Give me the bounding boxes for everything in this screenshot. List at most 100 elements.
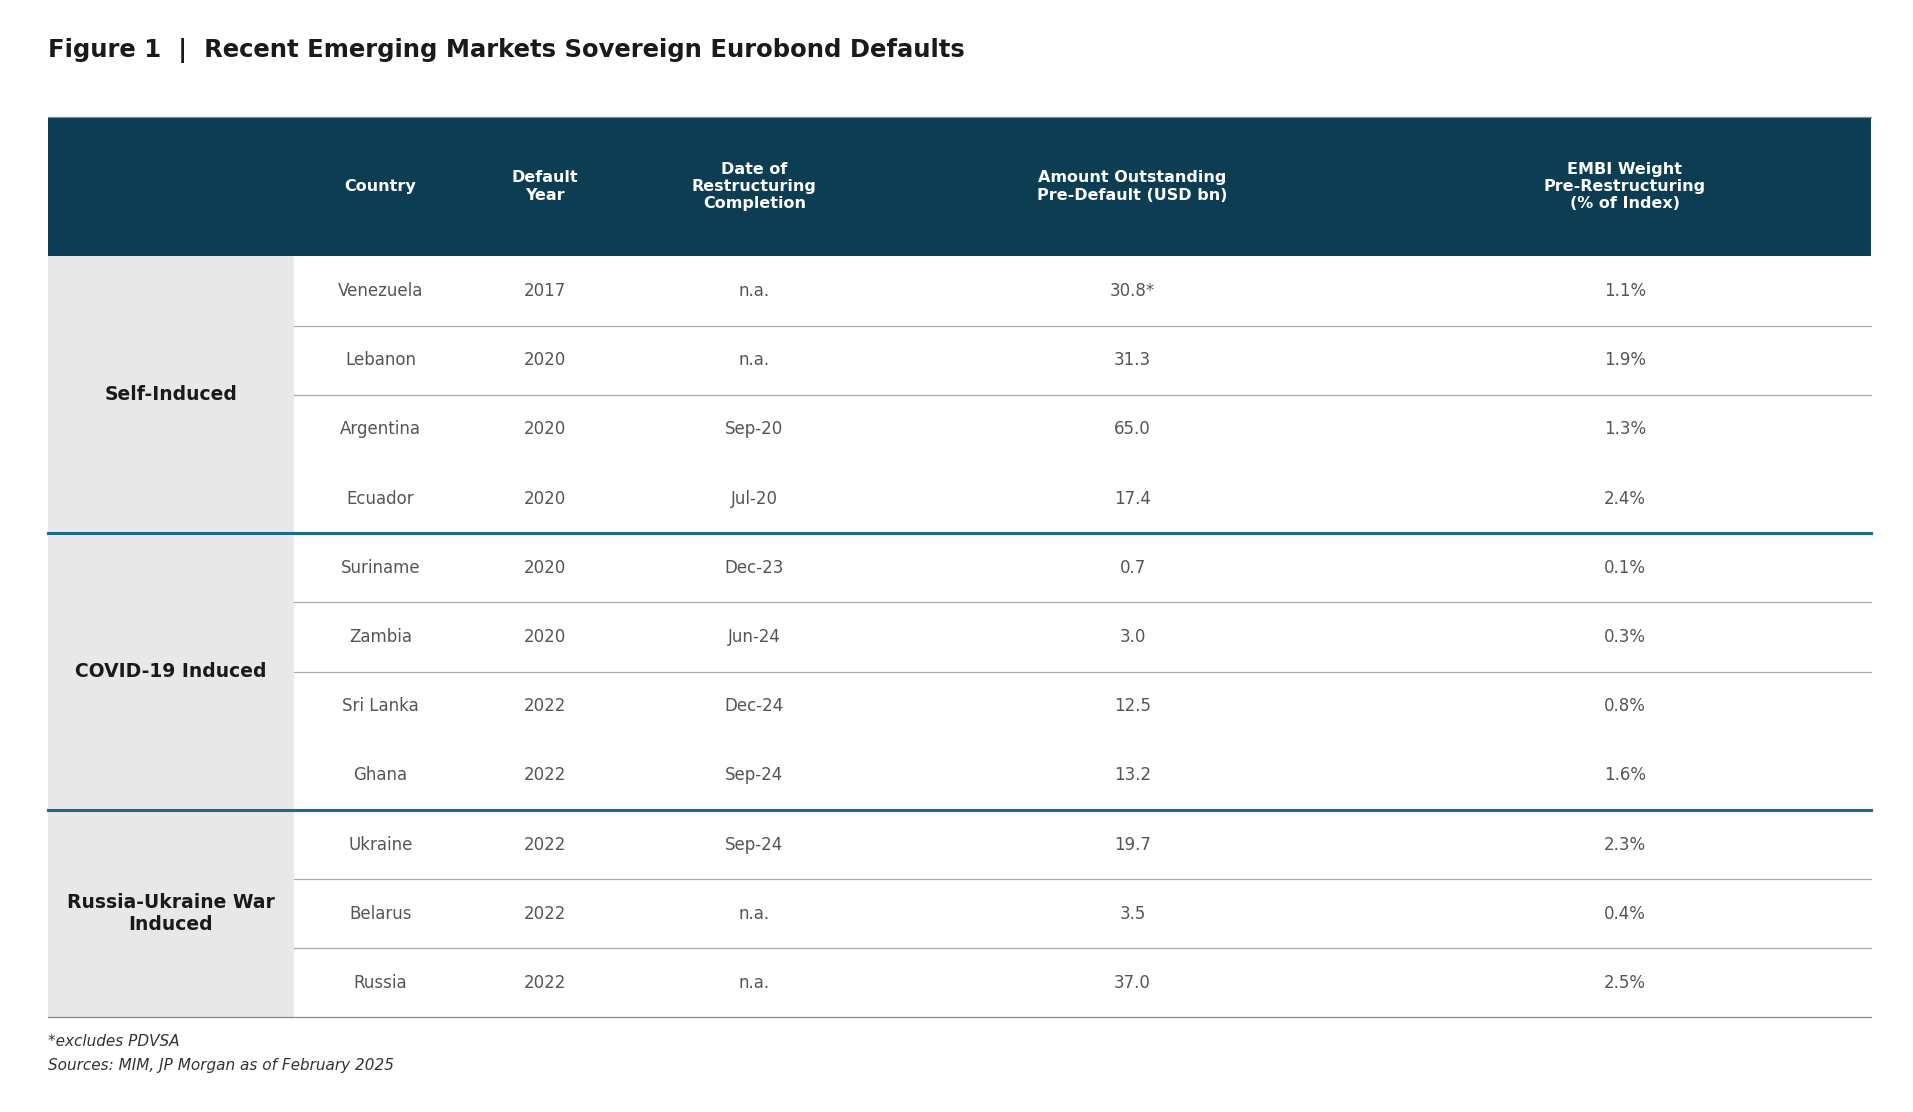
- Bar: [886, 464, 1379, 533]
- Bar: [48, 880, 295, 949]
- Bar: [467, 603, 622, 672]
- Text: Venezuela: Venezuela: [339, 282, 423, 300]
- Text: 2020: 2020: [524, 351, 566, 369]
- Text: 0.4%: 0.4%: [1603, 905, 1645, 923]
- Text: 1.6%: 1.6%: [1603, 766, 1645, 784]
- Bar: [622, 672, 886, 741]
- Bar: [295, 326, 467, 395]
- Text: 2.3%: 2.3%: [1603, 835, 1645, 854]
- Text: 2017: 2017: [524, 282, 566, 300]
- Bar: [295, 949, 467, 1017]
- Text: 1.3%: 1.3%: [1603, 420, 1645, 438]
- Text: 2022: 2022: [524, 905, 566, 923]
- Bar: [467, 672, 622, 741]
- Text: 2022: 2022: [524, 835, 566, 854]
- Bar: [295, 533, 467, 603]
- Text: Dec-23: Dec-23: [725, 558, 784, 577]
- Text: Sep-20: Sep-20: [725, 420, 784, 438]
- Text: n.a.: n.a.: [738, 351, 769, 369]
- Text: Belarus: Belarus: [350, 905, 411, 923]
- Bar: [467, 257, 622, 326]
- Text: n.a.: n.a.: [738, 905, 769, 923]
- Bar: [622, 326, 886, 395]
- Bar: [1379, 533, 1871, 603]
- Text: 31.3: 31.3: [1113, 351, 1152, 369]
- Bar: [1379, 672, 1871, 741]
- Bar: [622, 949, 886, 1017]
- Text: Zambia: Zambia: [348, 628, 411, 646]
- Bar: [48, 672, 295, 741]
- Text: 2022: 2022: [524, 974, 566, 992]
- Text: 3.0: 3.0: [1119, 628, 1146, 646]
- Bar: [295, 395, 467, 464]
- Bar: [886, 672, 1379, 741]
- Text: n.a.: n.a.: [738, 282, 769, 300]
- Bar: [1379, 326, 1871, 395]
- Bar: [886, 603, 1379, 672]
- Text: 1.1%: 1.1%: [1603, 282, 1645, 300]
- Text: 2.5%: 2.5%: [1603, 974, 1645, 992]
- Bar: [295, 603, 467, 672]
- Bar: [622, 810, 886, 880]
- Bar: [622, 741, 886, 810]
- Bar: [1379, 949, 1871, 1017]
- Bar: [48, 257, 295, 326]
- Bar: [467, 395, 622, 464]
- Text: Jul-20: Jul-20: [731, 489, 779, 507]
- Bar: [886, 949, 1379, 1017]
- Bar: [886, 533, 1379, 603]
- Text: 2020: 2020: [524, 628, 566, 646]
- Bar: [886, 326, 1379, 395]
- Bar: [622, 603, 886, 672]
- Bar: [886, 880, 1379, 949]
- Bar: [48, 949, 295, 1017]
- Text: 2020: 2020: [524, 420, 566, 438]
- Text: Default
Year: Default Year: [511, 170, 578, 202]
- Text: Jun-24: Jun-24: [727, 628, 781, 646]
- Bar: [622, 464, 886, 533]
- Text: 3.5: 3.5: [1119, 905, 1146, 923]
- Bar: [1379, 741, 1871, 810]
- Bar: [1379, 810, 1871, 880]
- Text: 0.8%: 0.8%: [1603, 697, 1645, 715]
- Bar: [622, 533, 886, 603]
- Bar: [1379, 464, 1871, 533]
- Bar: [886, 741, 1379, 810]
- Bar: [886, 810, 1379, 880]
- Bar: [48, 810, 295, 880]
- Text: Dec-24: Dec-24: [725, 697, 784, 715]
- Text: 0.3%: 0.3%: [1603, 628, 1645, 646]
- Bar: [48, 533, 295, 603]
- Text: 17.4: 17.4: [1113, 489, 1152, 507]
- Text: 65.0: 65.0: [1113, 420, 1152, 438]
- Bar: [467, 949, 622, 1017]
- Text: 37.0: 37.0: [1113, 974, 1152, 992]
- Text: 2020: 2020: [524, 558, 566, 577]
- Bar: [295, 741, 467, 810]
- Bar: [48, 395, 295, 464]
- Text: Ukraine: Ukraine: [348, 835, 413, 854]
- Text: n.a.: n.a.: [738, 974, 769, 992]
- Text: Lebanon: Lebanon: [344, 351, 415, 369]
- Text: Suriname: Suriname: [341, 558, 421, 577]
- Bar: [467, 741, 622, 810]
- Bar: [886, 257, 1379, 326]
- Text: Self-Induced: Self-Induced: [105, 385, 237, 405]
- Text: Amount Outstanding
Pre-Default (USD bn): Amount Outstanding Pre-Default (USD bn): [1037, 170, 1228, 202]
- Bar: [48, 464, 295, 533]
- Bar: [467, 117, 622, 257]
- Bar: [295, 117, 467, 257]
- Bar: [467, 810, 622, 880]
- Text: Figure 1  |  Recent Emerging Markets Sovereign Eurobond Defaults: Figure 1 | Recent Emerging Markets Sover…: [48, 38, 964, 62]
- Text: Ecuador: Ecuador: [346, 489, 415, 507]
- Text: Date of
Restructuring
Completion: Date of Restructuring Completion: [693, 161, 817, 211]
- Text: 13.2: 13.2: [1113, 766, 1152, 784]
- Bar: [886, 117, 1379, 257]
- Bar: [48, 326, 295, 395]
- Text: 2.4%: 2.4%: [1603, 489, 1645, 507]
- Bar: [295, 672, 467, 741]
- Bar: [295, 880, 467, 949]
- Bar: [622, 117, 886, 257]
- Text: Argentina: Argentina: [341, 420, 421, 438]
- Text: *excludes PDVSA
Sources: MIM, JP Morgan as of February 2025: *excludes PDVSA Sources: MIM, JP Morgan …: [48, 1034, 394, 1073]
